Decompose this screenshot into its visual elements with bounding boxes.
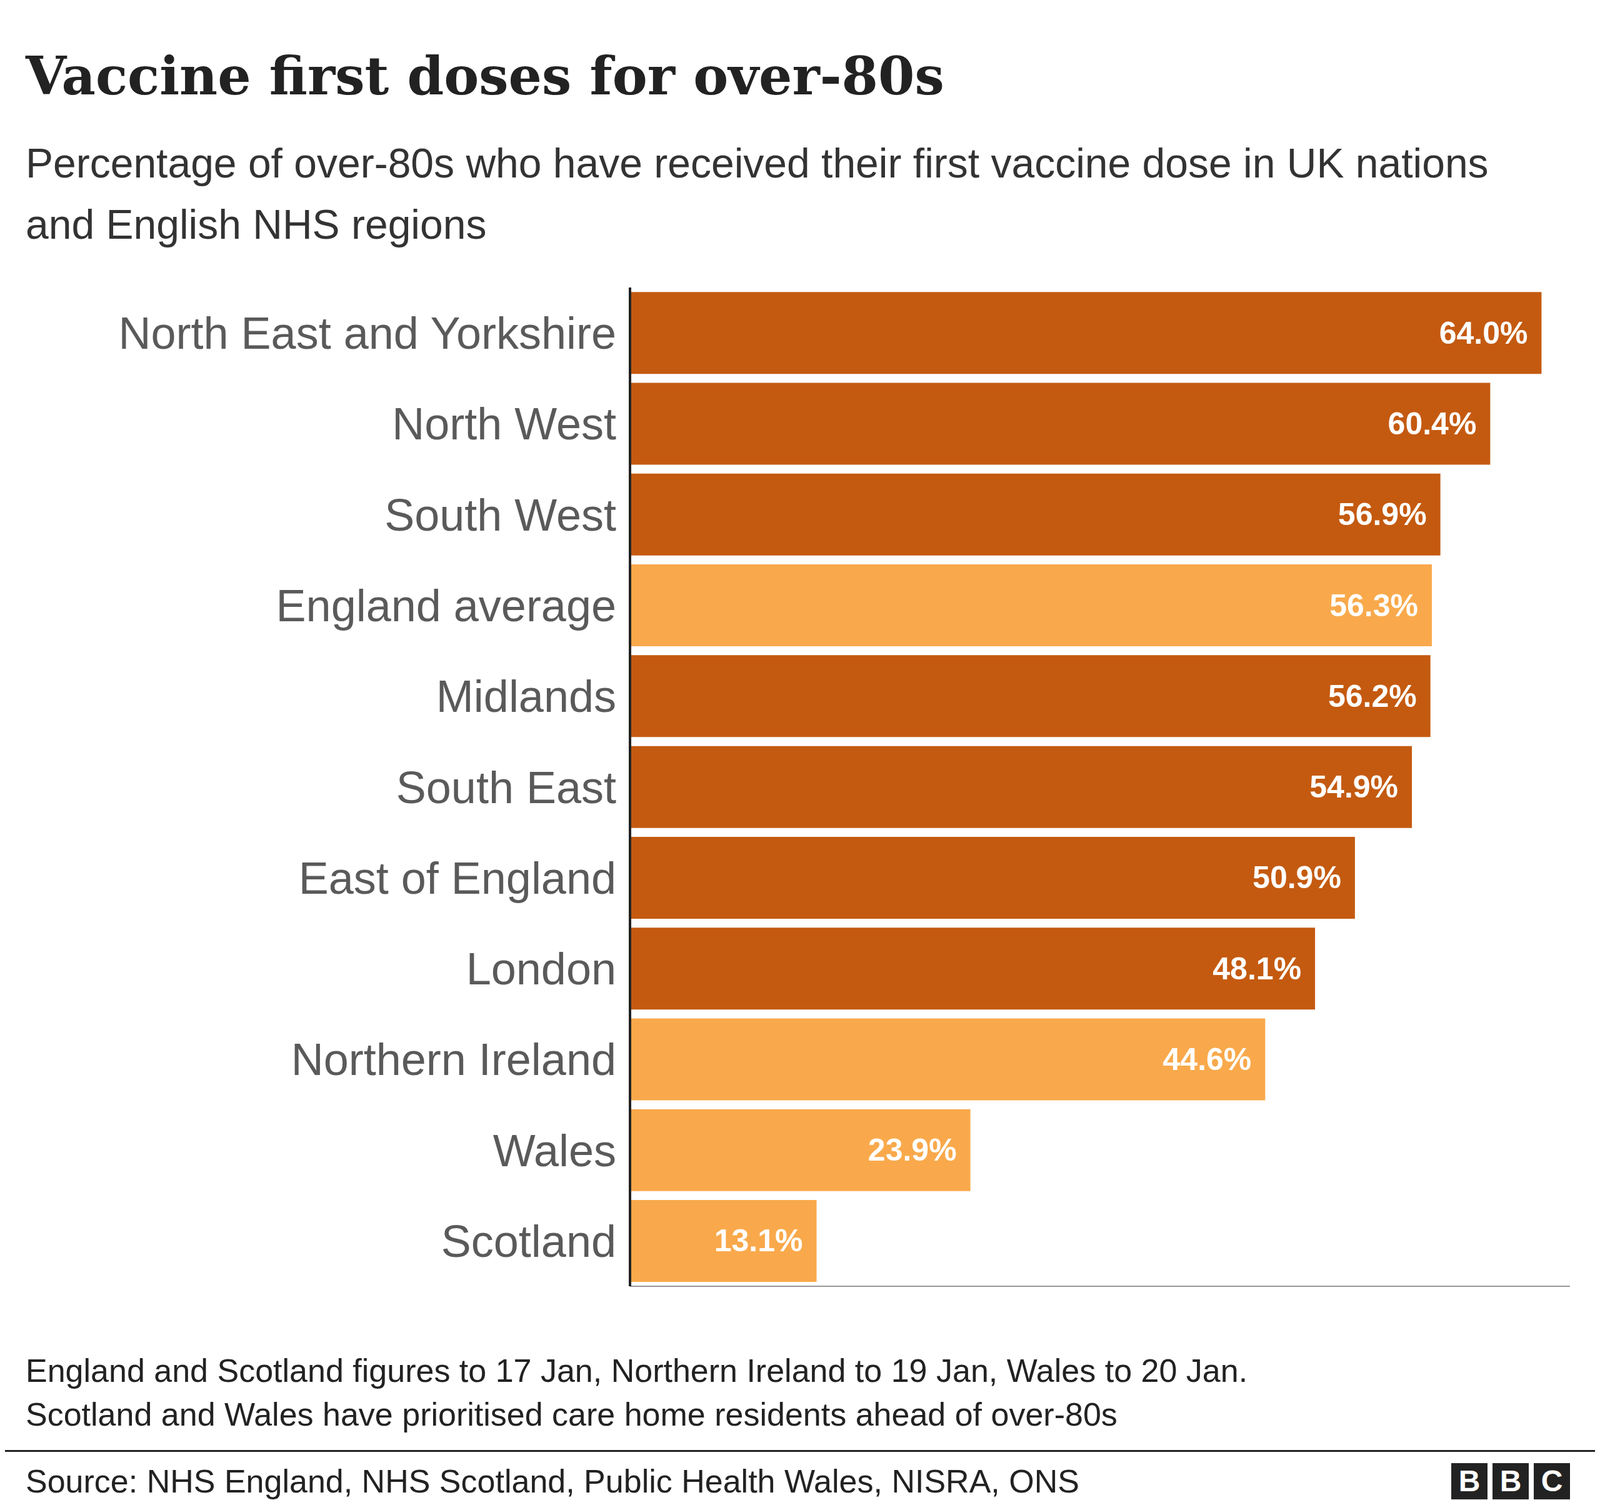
svg-text:56.9%: 56.9% [1338,496,1427,532]
svg-text:North East and Yorkshire: North East and Yorkshire [118,308,617,359]
html-text:B: B [1458,1464,1481,1498]
svg-text:56.3%: 56.3% [1329,588,1419,624]
html-text:C: C [1541,1464,1563,1498]
svg-text:56.2%: 56.2% [1328,678,1417,714]
html-text:B: B [1499,1464,1522,1498]
svg-text:South East: South East [396,762,617,813]
svg-text:60.4%: 60.4% [1388,406,1477,442]
svg-text:23.9%: 23.9% [868,1132,957,1168]
html-text:England and Scotland figures t: England and Scotland figures to 17 Jan, … [25,1352,1248,1389]
svg-text:England average: England average [276,580,617,631]
svg-text:44.6%: 44.6% [1163,1041,1252,1077]
svg-text:Wales: Wales [493,1125,617,1176]
svg-text:East of England: East of England [298,853,617,904]
svg-text:64.0%: 64.0% [1439,315,1529,351]
svg-text:South West: South West [384,490,617,540]
svg-text:North West: North West [391,398,617,449]
svg-text:Northern Ireland: Northern Ireland [291,1034,617,1085]
svg-text:Midlands: Midlands [436,671,617,722]
svg-text:48.1%: 48.1% [1212,951,1302,987]
svg-text:54.9%: 54.9% [1309,769,1399,805]
svg-text:London: London [466,943,617,994]
svg-text:13.1%: 13.1% [714,1223,804,1259]
html-text:Scotland and Wales have priori: Scotland and Wales have prioritised care… [25,1396,1118,1433]
svg-text:Scotland: Scotland [441,1216,617,1267]
html-text:Percentage of over-80s who hav: Percentage of over-80s who have received… [25,140,1489,248]
html-text:Source: NHS England, NHS Scotl: Source: NHS England, NHS Scotland, Publi… [25,1463,1080,1500]
html-text:Vaccine first doses for over-8: Vaccine first doses for over-80s [25,45,945,107]
svg-text:50.9%: 50.9% [1252,860,1342,895]
